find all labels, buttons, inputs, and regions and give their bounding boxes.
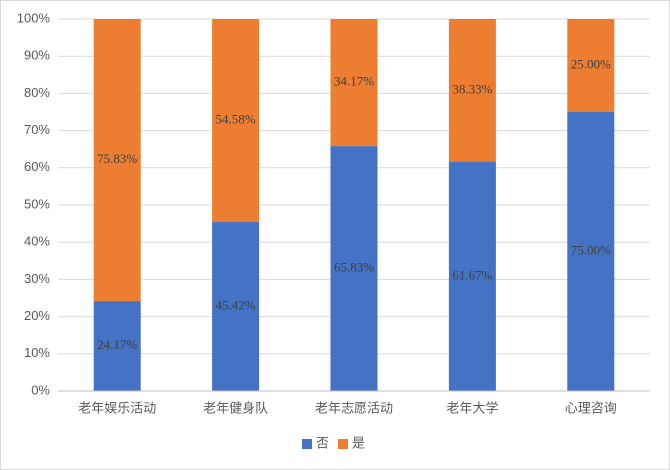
y-tick-label: 50% [24, 196, 50, 211]
data-label: 65.83% [334, 260, 374, 275]
x-tick-label: 老年志愿活动 [315, 400, 393, 415]
data-label: 24.17% [97, 337, 137, 352]
legend-label: 是 [352, 435, 365, 450]
legend-swatch [302, 439, 312, 449]
bar-segment [448, 19, 496, 162]
bar-segment [330, 146, 378, 391]
data-label: 61.67% [452, 267, 492, 282]
legend-label: 否 [316, 435, 329, 450]
data-label: 75.00% [571, 242, 611, 257]
legend-swatch [338, 439, 348, 449]
data-label: 54.58% [216, 112, 256, 127]
bar-segment [212, 19, 260, 223]
x-tick-label: 老年大学 [446, 400, 498, 415]
y-tick-label: 10% [24, 345, 50, 360]
y-tick-label: 90% [24, 48, 50, 63]
x-tick-label: 心理咨询 [565, 400, 617, 415]
bar-segment [330, 19, 378, 147]
y-tick-label: 70% [24, 122, 50, 137]
data-label: 38.33% [452, 81, 492, 96]
y-tick-label: 30% [24, 271, 50, 286]
bar-segment [567, 19, 615, 112]
data-label: 34.17% [334, 74, 374, 89]
y-tick-label: 80% [24, 85, 50, 100]
y-tick-label: 40% [24, 234, 50, 249]
data-label: 25.00% [571, 56, 611, 71]
data-label: 75.83% [97, 151, 137, 166]
bar-segment [93, 301, 141, 391]
data-label: 45.42% [216, 298, 256, 313]
y-tick-label: 100% [17, 10, 51, 25]
x-tick-label: 老年娱乐活动 [78, 400, 156, 415]
bar-segment [448, 161, 496, 391]
y-tick-label: 60% [24, 159, 50, 174]
x-tick-label: 老年健身队 [203, 400, 268, 415]
bar-segment [212, 222, 260, 391]
bar-segment [567, 112, 615, 391]
bar-segment [93, 19, 141, 302]
y-tick-label: 20% [24, 308, 50, 323]
y-tick-label: 0% [31, 382, 50, 397]
